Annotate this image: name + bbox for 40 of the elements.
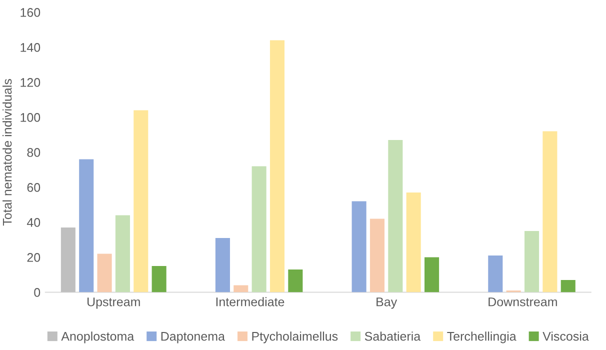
- y-tick-label: 80: [27, 148, 40, 157]
- y-tick-label: 140: [20, 43, 40, 52]
- x-tick-label: Bay: [376, 298, 398, 309]
- bar: [406, 192, 421, 292]
- bar: [288, 270, 303, 292]
- bar: [215, 238, 230, 292]
- bar: [542, 131, 558, 292]
- bar: [134, 110, 148, 292]
- bar: [79, 159, 94, 292]
- legend-label: Anoplostoma: [61, 332, 134, 344]
- bar: [488, 256, 503, 292]
- bar: [424, 257, 440, 292]
- bar: [97, 254, 112, 292]
- x-tick-label: Downstream: [488, 298, 557, 306]
- y-tick-label: 40: [26, 218, 40, 227]
- legend-label: Sabatieria: [364, 332, 421, 341]
- legend-label: Terchellingia: [447, 332, 516, 344]
- legend-label: Daptonema: [161, 332, 225, 344]
- bar: [252, 166, 266, 292]
- y-tick-label: 60: [27, 183, 40, 192]
- bar: [60, 228, 76, 292]
- bar: [560, 280, 576, 292]
- bar: [152, 266, 166, 292]
- y-tick-label: 120: [20, 78, 40, 87]
- bar: [270, 40, 285, 292]
- y-axis-title: Total nematode individuals: [2, 79, 12, 226]
- bar: [234, 285, 248, 292]
- x-tick-label: Upstream: [88, 298, 140, 309]
- bar: [370, 218, 385, 292]
- y-tick-label: 100: [20, 113, 40, 122]
- y-tick-label: 20: [27, 253, 40, 262]
- x-tick-label: Intermediate: [216, 297, 284, 306]
- legend-label: Ptycholaimellus: [252, 332, 338, 344]
- y-tick-label: 0: [34, 288, 40, 297]
- bar: [524, 231, 540, 292]
- legend-label: Viscosia: [542, 332, 589, 341]
- y-tick-label: 160: [20, 8, 40, 17]
- bar: [388, 140, 403, 292]
- bar: [115, 215, 130, 292]
- bar: [352, 201, 366, 292]
